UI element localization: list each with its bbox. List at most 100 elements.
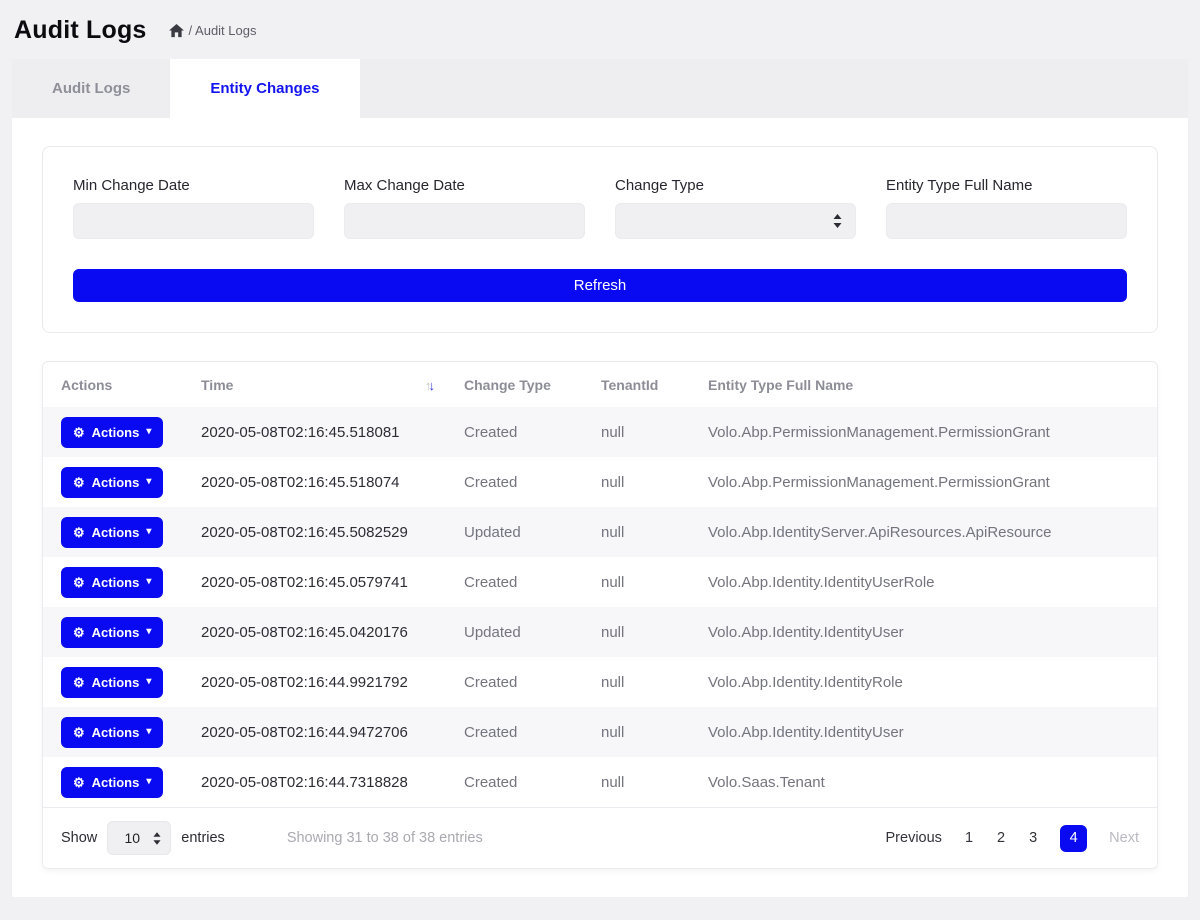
- min-change-date-input[interactable]: [73, 203, 314, 239]
- gear-icon: ⚙: [73, 524, 85, 540]
- tab-audit-logs[interactable]: Audit Logs: [52, 80, 131, 97]
- filter-card: Min Change Date Max Change Date Change T…: [42, 146, 1158, 333]
- page-header: Audit Logs / Audit Logs: [0, 0, 1200, 59]
- caret-down-icon: ▾: [146, 776, 152, 787]
- cell-change-type: Updated: [464, 623, 521, 641]
- change-type-select[interactable]: [615, 203, 856, 239]
- select-arrows-icon: [153, 832, 161, 848]
- sort-icon[interactable]: ↑↓: [425, 377, 435, 393]
- pagination: Previous 1 2 3 4 Next: [885, 824, 1139, 852]
- filter-entity-type: Entity Type Full Name: [886, 177, 1127, 239]
- row-actions-button[interactable]: ⚙ Actions ▾: [61, 716, 164, 748]
- row-actions-button[interactable]: ⚙ Actions ▾: [61, 766, 164, 798]
- table-header-row: Actions Time ↑↓ Change Type TenantId Ent…: [43, 362, 1157, 407]
- row-actions-button[interactable]: ⚙ Actions ▾: [61, 516, 164, 548]
- caret-down-icon: ▾: [146, 626, 152, 637]
- row-actions-button[interactable]: ⚙ Actions ▾: [61, 466, 164, 498]
- pagination-page-3[interactable]: 3: [1029, 830, 1038, 846]
- column-header-change-type[interactable]: Change Type: [464, 377, 551, 393]
- table-row: ⚙ Actions ▾ 2020-05-08T02:16:45.5082529 Up…: [43, 507, 1157, 557]
- refresh-button[interactable]: Refresh: [73, 269, 1127, 302]
- entity-type-input[interactable]: [886, 203, 1127, 239]
- gear-icon: ⚙: [73, 424, 85, 440]
- cell-time: 2020-05-08T02:16:45.518081: [201, 423, 400, 441]
- cell-tenant-id: null: [601, 673, 625, 691]
- table-footer: Show 10 entries Showing 31 to 38 of 38 e…: [43, 807, 1157, 868]
- caret-down-icon: ▾: [146, 476, 152, 487]
- caret-down-icon: ▾: [146, 676, 152, 687]
- breadcrumb-path: / Audit Logs: [188, 23, 257, 38]
- cell-entity-type: Volo.Abp.Identity.IdentityUser: [708, 623, 904, 641]
- row-actions-button[interactable]: ⚙ Actions ▾: [61, 566, 164, 598]
- cell-time: 2020-05-08T02:16:44.9921792: [201, 673, 408, 691]
- cell-entity-type: Volo.Abp.IdentityServer.ApiResources.Api…: [708, 523, 1052, 541]
- gear-icon: ⚙: [73, 674, 85, 690]
- row-actions-button[interactable]: ⚙ Actions ▾: [61, 616, 164, 648]
- column-header-tenant-id[interactable]: TenantId: [601, 377, 659, 393]
- max-change-date-label: Max Change Date: [344, 177, 465, 194]
- page-title: Audit Logs: [14, 16, 147, 44]
- gear-icon: ⚙: [73, 474, 85, 490]
- table-row: ⚙ Actions ▾ 2020-05-08T02:16:44.9921792 Cr…: [43, 657, 1157, 707]
- filter-min-change-date: Min Change Date: [73, 177, 314, 239]
- cell-tenant-id: null: [601, 573, 625, 591]
- cell-tenant-id: null: [601, 423, 625, 441]
- row-actions-button[interactable]: ⚙ Actions ▾: [61, 666, 164, 698]
- table-row: ⚙ Actions ▾ 2020-05-08T02:16:45.0579741 Cr…: [43, 557, 1157, 607]
- cell-change-type: Created: [464, 773, 518, 791]
- cell-time: 2020-05-08T02:16:44.9472706: [201, 723, 408, 741]
- cell-time: 2020-05-08T02:16:45.518074: [201, 473, 400, 491]
- cell-time: 2020-05-08T02:16:45.0420176: [201, 623, 408, 641]
- entity-changes-table: Actions Time ↑↓ Change Type TenantId Ent…: [42, 361, 1158, 869]
- cell-tenant-id: null: [601, 723, 625, 741]
- gear-icon: ⚙: [73, 724, 85, 740]
- entries-label: entries: [181, 830, 225, 846]
- cell-tenant-id: null: [601, 473, 625, 491]
- main-card: Audit Logs Entity Changes Min Change Dat…: [12, 59, 1188, 897]
- tab-strip: Audit Logs Entity Changes: [12, 59, 1188, 118]
- tab-content: Min Change Date Max Change Date Change T…: [12, 118, 1188, 869]
- cell-entity-type: Volo.Saas.Tenant: [708, 773, 825, 791]
- caret-down-icon: ▾: [146, 576, 152, 587]
- cell-change-type: Created: [464, 573, 518, 591]
- pagination-previous[interactable]: Previous: [885, 830, 942, 846]
- showing-entries-text: Showing 31 to 38 of 38 entries: [286, 830, 483, 846]
- cell-time: 2020-05-08T02:16:45.5082529: [201, 523, 408, 541]
- cell-tenant-id: null: [601, 523, 625, 541]
- pagination-page-2[interactable]: 2: [997, 830, 1006, 846]
- table-row: ⚙ Actions ▾ 2020-05-08T02:16:45.518081 Cre…: [43, 407, 1157, 457]
- pagination-page-1[interactable]: 1: [964, 830, 974, 846]
- gear-icon: ⚙: [73, 624, 85, 640]
- cell-time: 2020-05-08T02:16:45.0579741: [201, 573, 408, 591]
- cell-entity-type: Volo.Abp.Identity.IdentityRole: [708, 673, 903, 691]
- cell-entity-type: Volo.Abp.Identity.IdentityUserRole: [708, 573, 935, 591]
- entity-type-label: Entity Type Full Name: [886, 177, 1033, 194]
- cell-entity-type: Volo.Abp.PermissionManagement.Permission…: [708, 423, 1050, 441]
- table-row: ⚙ Actions ▾ 2020-05-08T02:16:44.7318828 Cr…: [43, 757, 1157, 807]
- caret-down-icon: ▾: [146, 726, 152, 737]
- tab-entity-changes[interactable]: Entity Changes: [170, 59, 360, 118]
- filter-change-type: Change Type: [615, 177, 856, 239]
- caret-down-icon: ▾: [146, 426, 152, 437]
- home-icon[interactable]: [168, 23, 184, 38]
- column-header-time[interactable]: Time ↑↓: [201, 377, 435, 393]
- breadcrumb: / Audit Logs: [168, 23, 257, 38]
- gear-icon: ⚙: [73, 574, 85, 590]
- pagination-page-4-active[interactable]: 4: [1060, 824, 1088, 852]
- table-row: ⚙ Actions ▾ 2020-05-08T02:16:45.518074 Cre…: [43, 457, 1157, 507]
- filter-max-change-date: Max Change Date: [344, 177, 585, 239]
- row-actions-button[interactable]: ⚙ Actions ▾: [61, 416, 164, 448]
- page-size-select[interactable]: 10: [107, 821, 172, 855]
- cell-change-type: Created: [464, 423, 518, 441]
- cell-time: 2020-05-08T02:16:44.7318828: [201, 773, 408, 791]
- pagination-next[interactable]: Next: [1109, 830, 1139, 846]
- cell-entity-type: Volo.Abp.Identity.IdentityUser: [708, 723, 904, 741]
- cell-entity-type: Volo.Abp.PermissionManagement.Permission…: [708, 473, 1050, 491]
- table-row: ⚙ Actions ▾ 2020-05-08T02:16:45.0420176 Up…: [43, 607, 1157, 657]
- cell-change-type: Created: [464, 473, 518, 491]
- cell-change-type: Created: [464, 723, 518, 741]
- column-header-entity-type[interactable]: Entity Type Full Name: [708, 377, 854, 393]
- cell-tenant-id: null: [601, 773, 625, 791]
- max-change-date-input[interactable]: [344, 203, 585, 239]
- caret-down-icon: ▾: [146, 526, 152, 537]
